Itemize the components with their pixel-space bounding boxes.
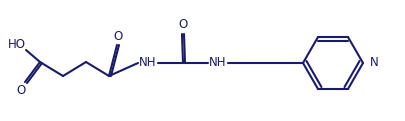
Text: O: O — [178, 19, 188, 31]
Text: O: O — [16, 84, 26, 98]
Text: N: N — [370, 57, 379, 69]
Text: HO: HO — [8, 38, 26, 52]
Text: NH: NH — [139, 57, 157, 69]
Text: O: O — [113, 30, 123, 44]
Text: NH: NH — [209, 57, 227, 69]
